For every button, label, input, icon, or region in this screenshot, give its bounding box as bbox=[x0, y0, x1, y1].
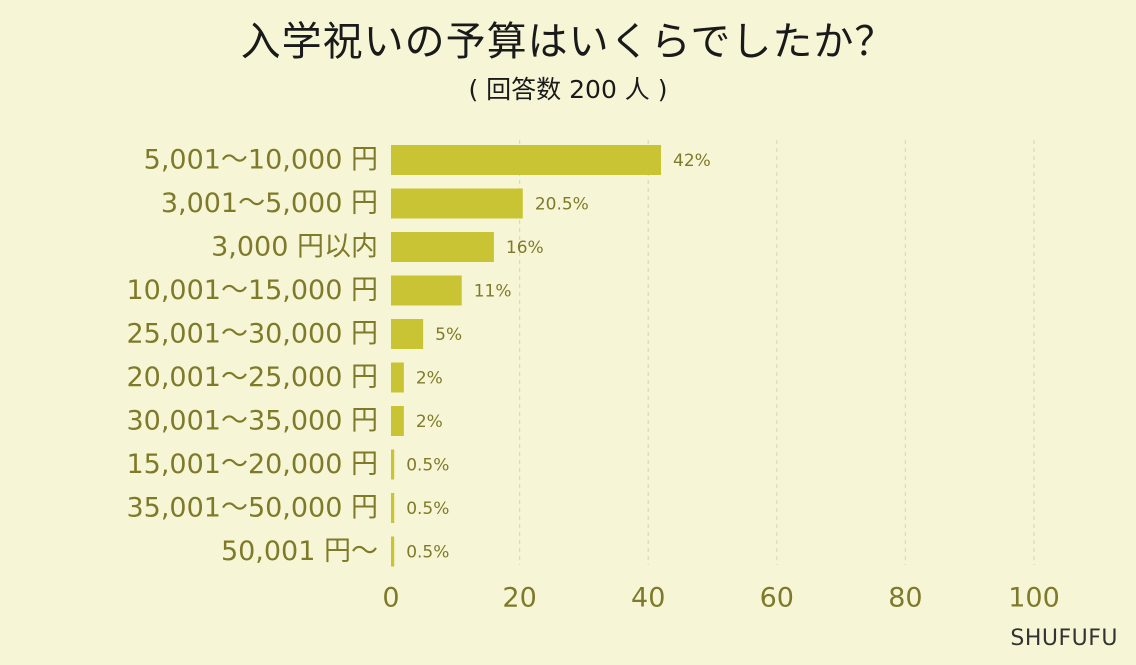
category-label: 3,000 円以内 bbox=[211, 232, 378, 263]
bar bbox=[391, 145, 662, 175]
value-label: 0.5% bbox=[406, 543, 449, 563]
bar bbox=[391, 406, 404, 436]
value-label: 0.5% bbox=[406, 499, 449, 519]
category-label: 10,001〜15,000 円 bbox=[126, 275, 378, 306]
x-tick-label: 40 bbox=[631, 583, 665, 614]
value-label: 11% bbox=[474, 282, 512, 302]
value-label: 0.5% bbox=[406, 456, 449, 476]
bars bbox=[391, 145, 662, 567]
category-label: 15,001〜20,000 円 bbox=[126, 449, 378, 480]
category-labels: 5,001〜10,000 円 3,001〜5,000 円 3,000 円以内 10,0… bbox=[126, 145, 378, 568]
x-axis-ticks: 0 20 40 60 80 100 bbox=[382, 583, 1059, 614]
category-label: 50,001 円〜 bbox=[221, 536, 378, 567]
bar bbox=[391, 319, 424, 349]
category-label: 20,001〜25,000 円 bbox=[126, 362, 378, 393]
value-label: 42% bbox=[673, 151, 711, 171]
bar bbox=[391, 232, 494, 262]
chart-title: 入学祝いの予算はいくらでしたか？ bbox=[240, 19, 896, 65]
x-tick-label: 60 bbox=[760, 583, 794, 614]
x-tick-label: 0 bbox=[382, 583, 399, 614]
x-tick-label: 20 bbox=[502, 583, 536, 614]
category-label: 5,001〜10,000 円 bbox=[144, 145, 378, 176]
value-label: 2% bbox=[416, 412, 443, 432]
category-label: 3,001〜5,000 円 bbox=[161, 188, 378, 219]
category-label: 35,001〜50,000 円 bbox=[126, 493, 378, 524]
bar bbox=[391, 275, 462, 306]
bar bbox=[391, 362, 404, 393]
value-label: 20.5% bbox=[535, 195, 589, 215]
chart-subtitle: ( 回答数 200 人 ) bbox=[468, 75, 668, 104]
x-tick-label: 80 bbox=[888, 583, 922, 614]
bar bbox=[391, 493, 395, 523]
value-label: 5% bbox=[435, 325, 462, 345]
brand-logo-text: SHUFUFU bbox=[1010, 626, 1118, 651]
grid-lines bbox=[518, 140, 1035, 565]
bar bbox=[391, 188, 523, 219]
bar bbox=[391, 449, 395, 480]
value-label: 2% bbox=[416, 369, 443, 389]
x-tick-label: 100 bbox=[1008, 583, 1060, 614]
value-label: 16% bbox=[506, 238, 544, 258]
value-labels: 42% 20.5% 16% 11% 5% 2% 2% 0.5% 0.5% 0.5% bbox=[406, 151, 711, 563]
bar bbox=[391, 536, 395, 567]
category-label: 25,001〜30,000 円 bbox=[126, 319, 378, 350]
category-label: 30,001〜35,000 円 bbox=[126, 406, 378, 437]
